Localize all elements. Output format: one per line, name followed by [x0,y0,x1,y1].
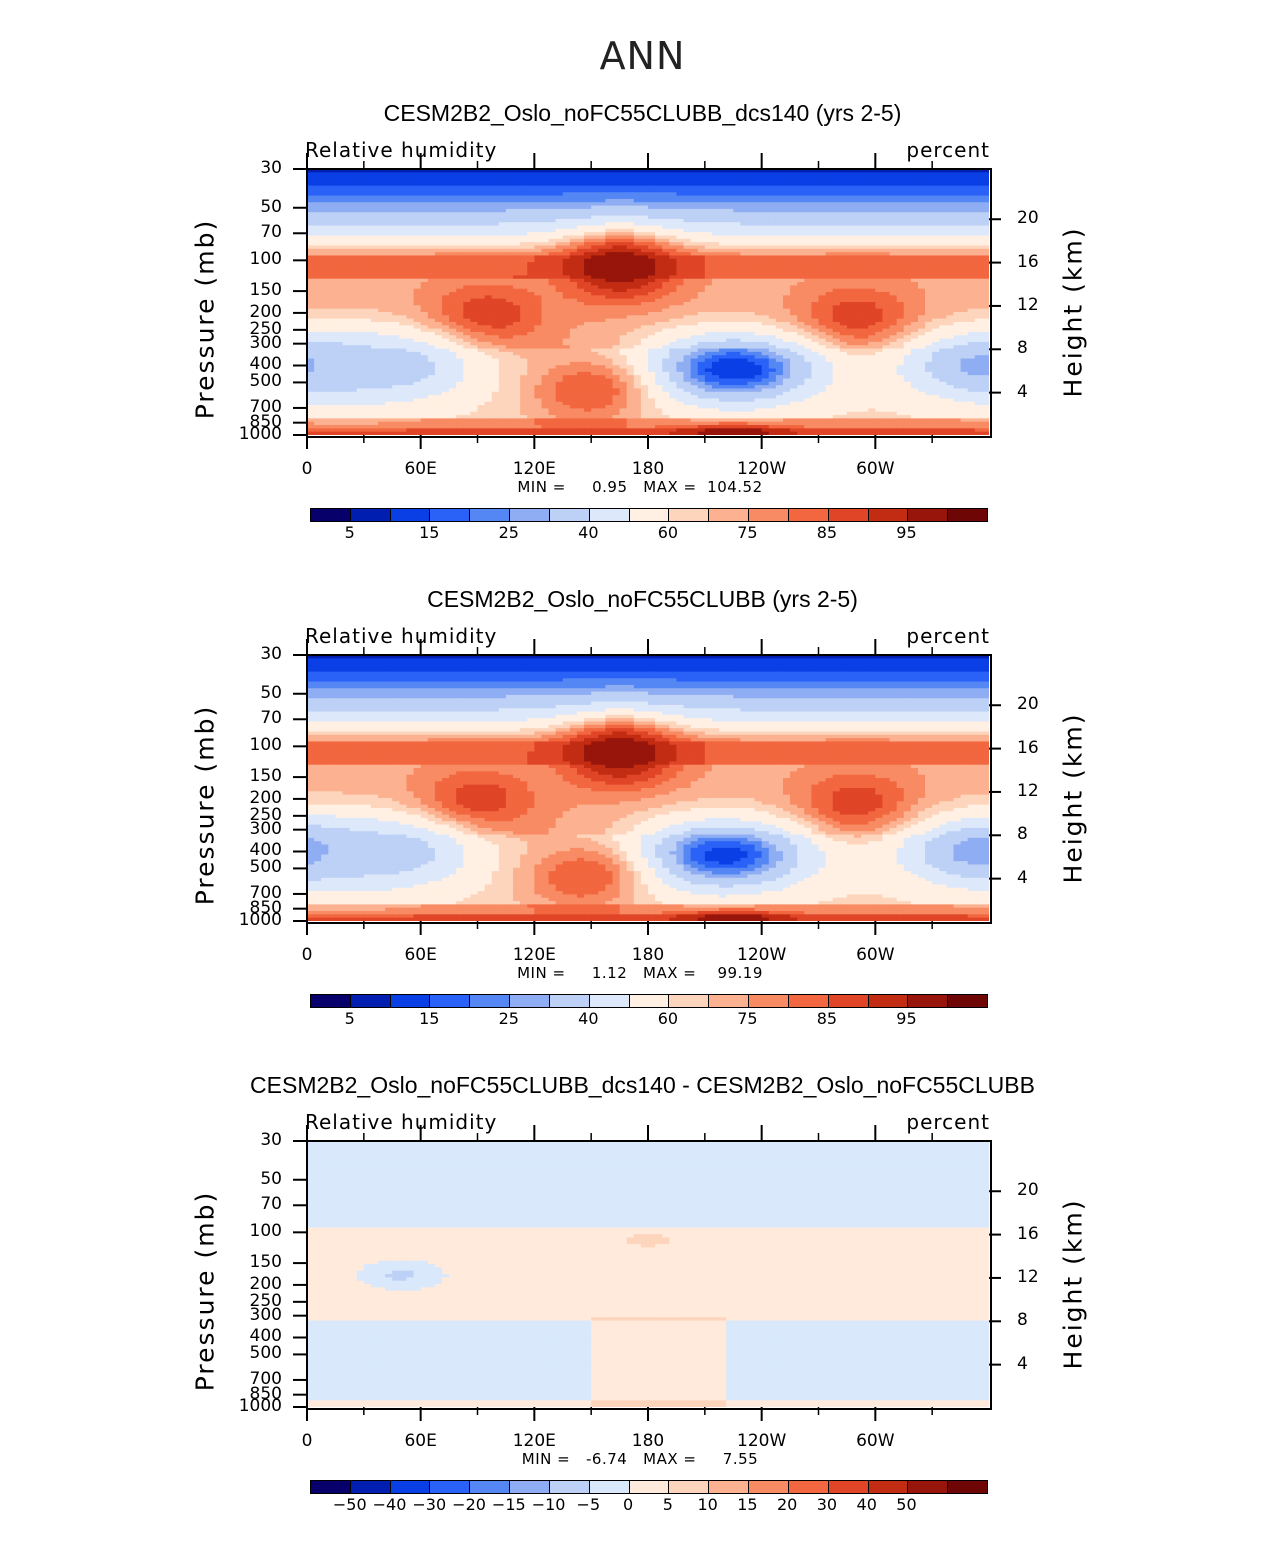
variable-label: Relative humidity [305,138,497,162]
units-label: percent [832,138,990,162]
contour-field [307,169,989,435]
page-title: ANN [0,34,1285,78]
right-y-axis-label: Height (km) [1059,227,1088,398]
panel-title: CESM2B2_Oslo_noFC55CLUBB_dcs140 (yrs 2-5… [0,100,1285,127]
panel-1: CESM2B2_Oslo_noFC55CLUBB_dcs140 (yrs 2-5… [0,100,1285,586]
y-axis-label: Pressure (mb) [191,219,220,419]
contour-plot [307,169,989,435]
